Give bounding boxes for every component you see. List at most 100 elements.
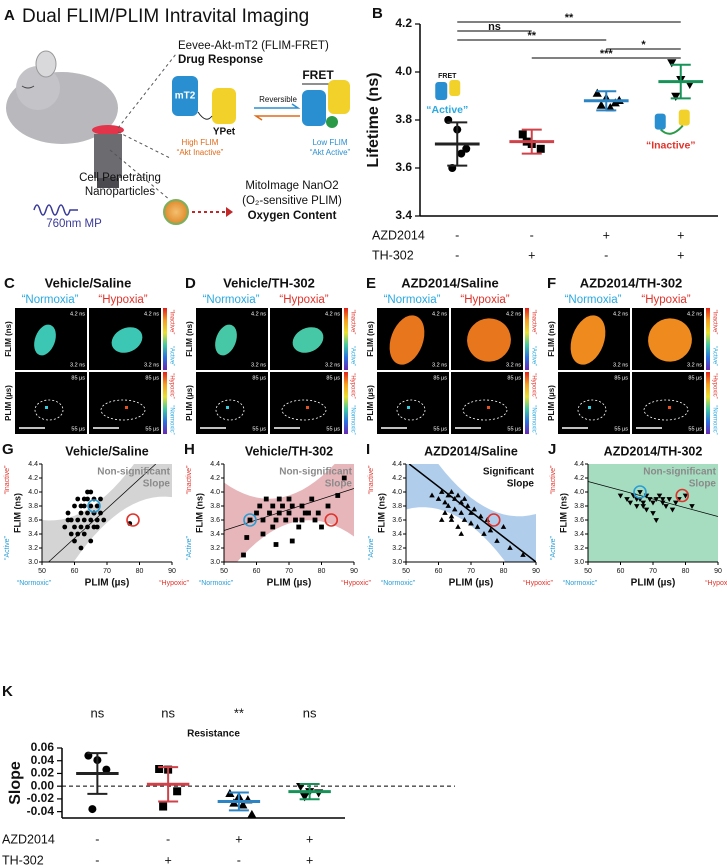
row-sign: + bbox=[235, 832, 242, 846]
data-point bbox=[455, 492, 461, 498]
data-point bbox=[656, 493, 663, 499]
y-axis-label: FLIM (ns) bbox=[558, 493, 568, 533]
cell-outline bbox=[100, 399, 146, 421]
data-point bbox=[669, 507, 676, 513]
y-axis-label: Lifetime (ns) bbox=[365, 72, 382, 167]
data-point bbox=[75, 517, 81, 523]
plim-signal bbox=[226, 406, 229, 409]
micrograph bbox=[451, 372, 523, 434]
data-point bbox=[75, 531, 81, 537]
side-label: “Normoxic” bbox=[199, 580, 234, 587]
x-tick-label: 60 bbox=[617, 568, 625, 575]
data-point bbox=[650, 511, 656, 516]
data-point bbox=[477, 513, 484, 519]
data-point bbox=[617, 493, 624, 499]
data-point bbox=[85, 524, 90, 530]
scale-label: 3.2 ns bbox=[144, 362, 159, 368]
data-point bbox=[455, 524, 461, 529]
data-point bbox=[325, 503, 331, 509]
data-point bbox=[257, 503, 263, 509]
data-point bbox=[481, 531, 487, 536]
y-axis-label: FLIM (ns) bbox=[194, 493, 204, 533]
colorbar bbox=[525, 372, 529, 434]
acceptor-protein bbox=[212, 88, 236, 124]
scale-label: 55 µs bbox=[433, 426, 447, 432]
side-label: “Hypoxic” bbox=[341, 580, 371, 587]
donor-label: mT2 bbox=[175, 91, 196, 102]
cell-outline bbox=[34, 399, 64, 421]
micrograph bbox=[15, 372, 87, 434]
mouse-head bbox=[16, 66, 60, 110]
colorbar-label: “Active” bbox=[349, 346, 355, 366]
data-point bbox=[270, 503, 276, 509]
data-point bbox=[102, 765, 111, 774]
scale-label: 55 µs bbox=[71, 426, 85, 432]
scale-label: 55 µs bbox=[507, 426, 521, 432]
phospho-domain bbox=[326, 116, 338, 128]
data-point bbox=[155, 765, 164, 773]
y-tick-label: -0.02 bbox=[27, 791, 55, 805]
scale-label: 55 µs bbox=[326, 426, 340, 432]
x-axis-label: PLIM (µs) bbox=[631, 578, 676, 589]
scale-label: 3.2 ns bbox=[70, 362, 85, 368]
data-point bbox=[659, 497, 666, 502]
x-tick-label: 90 bbox=[532, 568, 540, 575]
significance-label: ns bbox=[161, 705, 175, 720]
colorbar-label: “Normoxic” bbox=[530, 405, 536, 434]
zoom-line bbox=[117, 131, 171, 159]
y-tick-label: 0.00 bbox=[31, 778, 55, 792]
y-tick-label: 3.4 bbox=[210, 531, 220, 538]
data-point bbox=[88, 538, 94, 544]
row-sign: + bbox=[306, 853, 313, 867]
data-point bbox=[653, 518, 660, 523]
data-point bbox=[94, 524, 100, 530]
colorbar-label: “Normoxic” bbox=[711, 405, 717, 434]
y-tick-label: -0.04 bbox=[27, 804, 55, 818]
data-point bbox=[672, 500, 679, 506]
data-point bbox=[273, 542, 279, 547]
data-point bbox=[159, 802, 168, 811]
colorbar bbox=[163, 308, 167, 370]
scale-label: 3.2 ns bbox=[325, 362, 340, 368]
scale-label: 4.2 ns bbox=[325, 311, 340, 317]
sensor-role: Drug Response bbox=[178, 54, 263, 66]
y-tick-label: 4.4 bbox=[28, 461, 38, 468]
side-label: “Inactive” bbox=[186, 465, 193, 494]
y-tick-label: 3.8 bbox=[395, 112, 412, 126]
data-point bbox=[260, 531, 266, 537]
significance-label: ** bbox=[565, 12, 574, 24]
scale-label: 85 µs bbox=[145, 375, 159, 381]
data-point bbox=[315, 510, 321, 516]
cell-outline bbox=[281, 399, 327, 421]
data-point bbox=[341, 475, 347, 481]
significance-label: * bbox=[641, 39, 646, 51]
data-point bbox=[640, 500, 647, 506]
panel-letter: K bbox=[2, 683, 13, 700]
side-label: “Hypoxic” bbox=[523, 580, 553, 587]
data-point bbox=[88, 517, 94, 523]
y-tick-label: 0.04 bbox=[31, 753, 55, 767]
data-point bbox=[682, 493, 689, 499]
row-label: AZD2014 bbox=[2, 832, 55, 846]
data-point bbox=[293, 517, 298, 523]
data-point bbox=[94, 517, 100, 523]
y-tick-label: 0.02 bbox=[31, 766, 55, 780]
np-label: Nanoparticles bbox=[85, 186, 156, 198]
scale-label: 3.2 ns bbox=[506, 362, 521, 368]
probe-name: MitoImage NanO2 bbox=[245, 180, 338, 192]
micrograph bbox=[377, 372, 449, 434]
colorbar-label: “Normoxic” bbox=[349, 405, 355, 434]
scale-label: 4.2 ns bbox=[613, 311, 628, 317]
micrograph bbox=[558, 372, 630, 434]
cell-blob bbox=[467, 318, 511, 362]
data-point bbox=[448, 517, 455, 522]
scale-label: 55 µs bbox=[145, 426, 159, 432]
row-label: FLIM (ns) bbox=[185, 321, 194, 357]
scale-label: 55 µs bbox=[252, 426, 266, 432]
condition-label: “Normoxia” bbox=[384, 294, 441, 306]
row-sign: - bbox=[455, 228, 459, 242]
nanoparticle bbox=[163, 199, 189, 225]
data-point bbox=[312, 517, 318, 523]
significance-label: ns bbox=[91, 705, 105, 720]
colorbar-label: “Hypoxic” bbox=[711, 373, 717, 398]
